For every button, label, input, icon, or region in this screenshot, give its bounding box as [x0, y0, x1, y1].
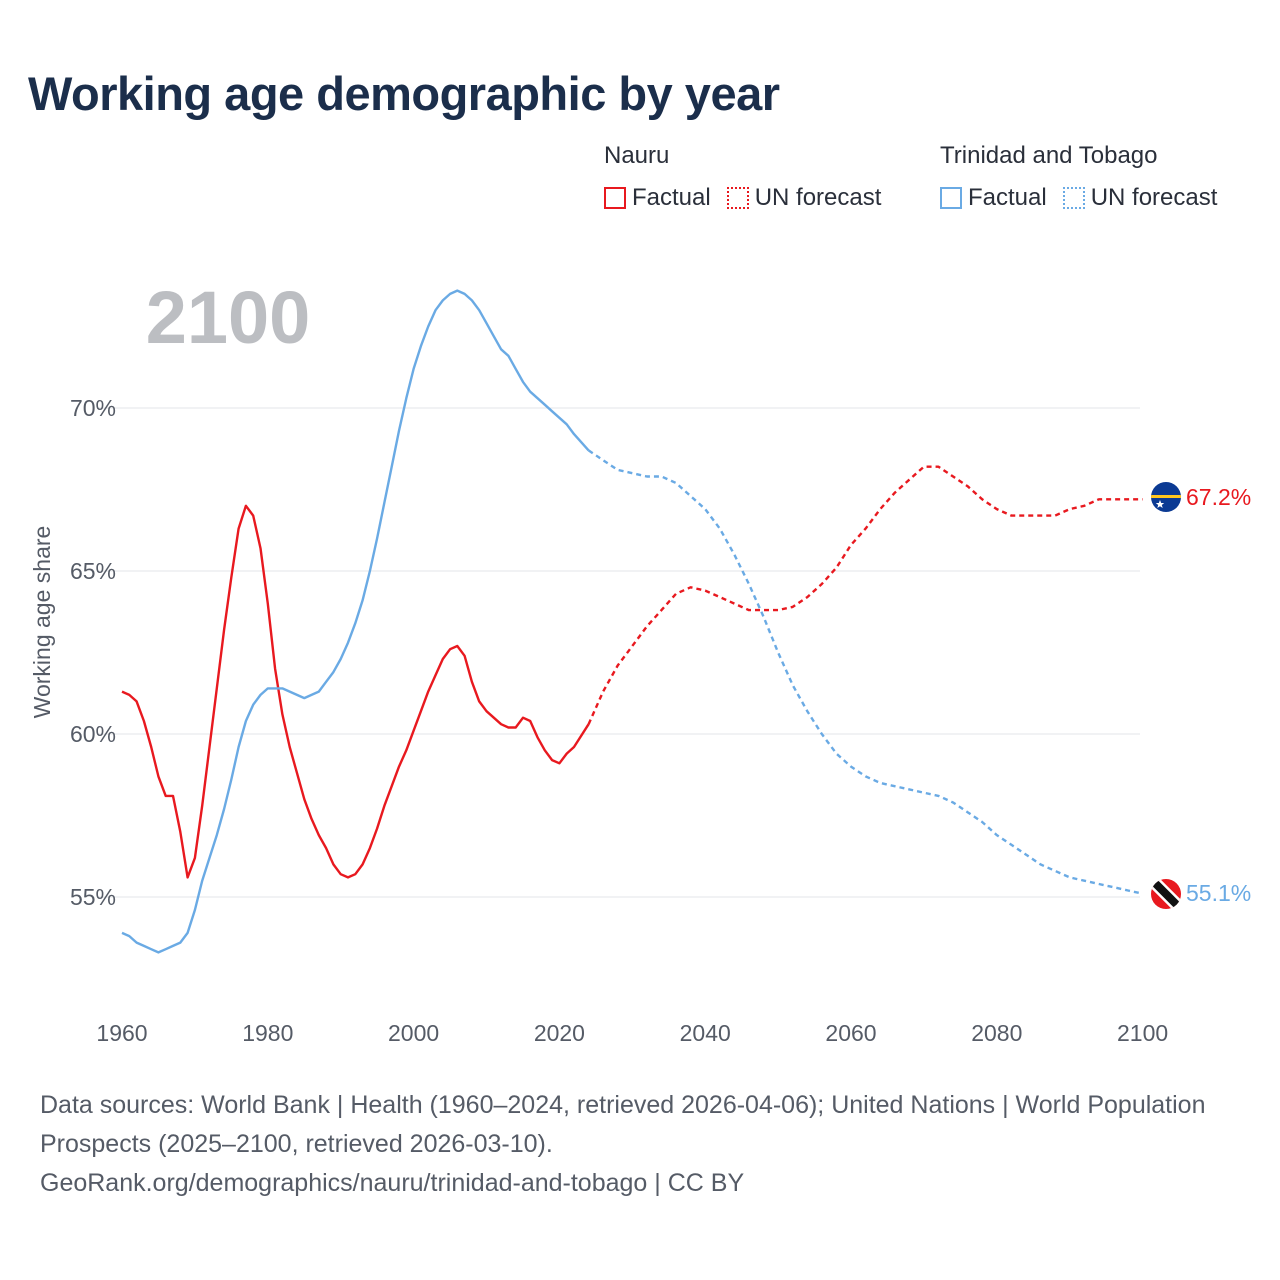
end-label-trinidad-and-tobago: 55.1% — [1186, 880, 1251, 906]
swatch-solid-icon — [604, 187, 626, 209]
swatch-dotted-icon — [1062, 187, 1085, 209]
year-watermark: 2100 — [146, 276, 311, 359]
chart-title: Working age demographic by year — [28, 67, 780, 120]
y-tick-label: 55% — [70, 884, 116, 910]
y-tick-label: 60% — [70, 721, 116, 747]
gridlines — [97, 407, 1140, 898]
series-line-factual-1 — [121, 289, 590, 954]
x-tick-label: 2100 — [1117, 1020, 1168, 1046]
swatch-solid-icon — [940, 187, 962, 209]
series-line-forecast-0 — [587, 465, 1143, 725]
legend-label: Factual — [968, 184, 1047, 211]
y-axis-ticks: 55% 60% 65% 70% — [70, 395, 116, 910]
y-axis-label: Working age share — [29, 526, 55, 719]
x-tick-label: 1980 — [242, 1020, 293, 1046]
x-tick-label: 2000 — [388, 1020, 439, 1046]
legend-item-nauru-factual[interactable]: Factual — [604, 184, 711, 212]
legend-label: Factual — [632, 184, 711, 211]
flag-nauru-icon — [1151, 482, 1181, 512]
legend-label: UN forecast — [1090, 184, 1218, 211]
end-label-nauru: 67.2% — [1186, 484, 1251, 510]
legend-group-name: Nauru — [604, 142, 670, 169]
series-lines — [121, 289, 1143, 954]
swatch-dotted-icon — [726, 187, 749, 209]
x-tick-label: 1960 — [96, 1020, 147, 1046]
series-line-factual-0 — [121, 504, 590, 879]
attribution-link[interactable]: GeoRank.org/demographics/nauru/trinidad-… — [40, 1169, 745, 1197]
y-tick-label: 70% — [70, 395, 116, 421]
legend-label: UN forecast — [754, 184, 882, 211]
x-axis-ticks: 1960 1980 2000 2020 2040 2060 2080 2100 — [96, 1020, 1168, 1046]
legend-item-nauru-forecast[interactable]: UN forecast — [726, 184, 882, 212]
line-chart: 2100 55% 60% 65% 70% 1960 1980 2000 2020 2040 20… — [29, 276, 1251, 1046]
x-tick-label: 2060 — [825, 1020, 876, 1046]
flag-trinidad-and-tobago-icon — [1151, 879, 1181, 909]
legend-group-nauru: Nauru Factual UN forecast — [604, 142, 881, 212]
x-tick-label: 2040 — [680, 1020, 731, 1046]
footer: Data sources: World Bank | Health (1960–… — [40, 1086, 1220, 1203]
legend-item-tt-factual[interactable]: Factual — [940, 184, 1047, 212]
legend-group-name: Trinidad and Tobago — [940, 142, 1158, 169]
legend-group-trinidad-and-tobago: Trinidad and Tobago Factual UN forecast — [940, 142, 1217, 212]
x-tick-label: 2080 — [971, 1020, 1022, 1046]
y-tick-label: 65% — [70, 558, 116, 584]
series-line-forecast-1 — [587, 449, 1143, 895]
legend-item-tt-forecast[interactable]: UN forecast — [1062, 184, 1218, 212]
data-sources-text: Data sources: World Bank | Health (1960–… — [40, 1091, 1206, 1158]
x-tick-label: 2020 — [534, 1020, 585, 1046]
